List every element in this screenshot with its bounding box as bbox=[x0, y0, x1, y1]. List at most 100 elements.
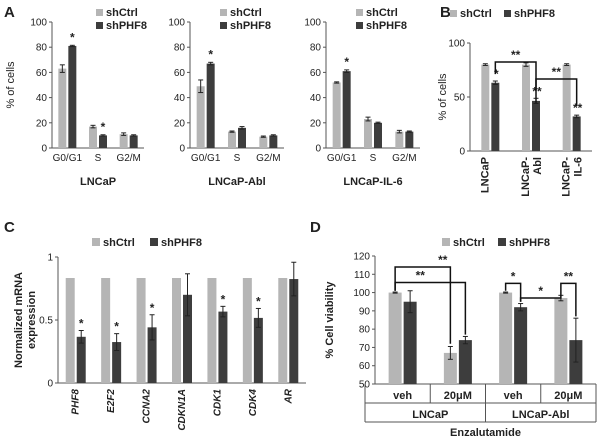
y-tick-label: 0 bbox=[459, 147, 465, 158]
bar-shctrl bbox=[332, 82, 341, 148]
x-tick-label: G2/M bbox=[116, 153, 140, 164]
bar-shctrl bbox=[364, 119, 372, 148]
bracket-abl-veh-label: * bbox=[511, 269, 516, 283]
bar-shctrl bbox=[259, 136, 268, 148]
x-tick-label-line: LNCaP- bbox=[520, 157, 532, 197]
y-tick-label: 60 bbox=[36, 68, 48, 79]
significance-star: * bbox=[256, 294, 261, 308]
bracket-ctrl-veh-phf8-20 bbox=[394, 281, 467, 335]
significance-star: * bbox=[114, 320, 119, 334]
y-tick-label: 80 bbox=[174, 43, 186, 54]
bar-shctrl bbox=[554, 298, 568, 384]
bar-shctrl bbox=[395, 131, 404, 148]
legend-label-shctrl: shCtrl bbox=[453, 237, 485, 249]
bracket-abl-20 bbox=[560, 282, 577, 317]
y-tick-label: 20 bbox=[36, 118, 48, 129]
legend-label-shctrl: shCtrl bbox=[103, 237, 135, 249]
legend-label-shctrl: shCtrl bbox=[366, 7, 398, 19]
significance-star: ** bbox=[532, 84, 542, 98]
bracket-ctrl-veh-20 bbox=[394, 266, 452, 344]
legend-swatch-shctrl bbox=[220, 9, 227, 16]
bar-shctrl bbox=[89, 126, 97, 148]
x-tick-label: S bbox=[234, 153, 241, 164]
x-tick-label-line: IL-6 bbox=[573, 157, 585, 177]
legend-swatch-shctrl bbox=[92, 238, 100, 246]
significance-star: * bbox=[79, 317, 84, 331]
x-tick-label: G2/M bbox=[392, 153, 416, 164]
bracket-1-label: ** bbox=[511, 48, 521, 62]
significance-star: * bbox=[494, 67, 499, 81]
x-axis-label: Enzalutamide bbox=[450, 427, 521, 439]
panel-letter-a: A bbox=[4, 4, 15, 21]
y-tick-label: 60 bbox=[174, 68, 186, 79]
bar-shphf8 bbox=[129, 135, 138, 148]
chart-a-lncap-il6: 0 20 40 60 80 100 G0/G1 S G2/M * LNCaP-IL-6 shCtrls… bbox=[304, 7, 420, 188]
gene-label: CCNA2 bbox=[142, 389, 153, 424]
bar-shctrl bbox=[172, 278, 181, 383]
panel-letter-d: D bbox=[310, 219, 321, 236]
y-tick-label: 40 bbox=[310, 93, 322, 104]
bar-shctrl bbox=[58, 68, 67, 148]
y-tick-label: 0 bbox=[315, 144, 321, 155]
bar-shctrl bbox=[196, 86, 205, 148]
significance-star: * bbox=[101, 120, 106, 134]
bracket-abl-phf8-label: * bbox=[538, 284, 543, 298]
bar-shctrl bbox=[481, 64, 490, 151]
x-tick-label: 20μM bbox=[444, 390, 472, 402]
bar-shphf8 bbox=[405, 131, 414, 148]
bar-shctrl bbox=[388, 292, 402, 384]
significance-star: * bbox=[344, 55, 349, 69]
bracket-abl-phf8 bbox=[519, 293, 562, 302]
y-tick-label: 80 bbox=[36, 43, 48, 54]
y-axis-label-line: expression bbox=[26, 291, 38, 349]
y-axis-label-line: Normalized mRNA bbox=[13, 272, 25, 368]
bar-shctrl bbox=[278, 278, 288, 383]
bar-shphf8 bbox=[532, 100, 540, 151]
x-tick-label: G0/G1 bbox=[191, 153, 221, 164]
legend-label-shphf8: shPHF8 bbox=[106, 20, 147, 32]
bar-shctrl bbox=[562, 64, 571, 151]
chart-a-lncap-abl: 0 20 40 60 80 100 G0/G1 S G2/M * LNCaP-Abl shCtrlsh… bbox=[168, 7, 284, 188]
bar-shphf8 bbox=[342, 71, 351, 148]
bar-shctrl bbox=[228, 131, 236, 148]
x-axis-label: LNCaP-Abl bbox=[208, 176, 265, 188]
legend-swatch-shctrl bbox=[96, 9, 103, 16]
bracket-2-label: ** bbox=[552, 65, 562, 79]
y-tick-label: 50 bbox=[454, 93, 466, 104]
y-tick-label: 120 bbox=[353, 252, 370, 263]
x-tick-label: G0/G1 bbox=[53, 153, 83, 164]
x-tick-label: LNCaP-Abl bbox=[520, 157, 544, 197]
bar-shphf8 bbox=[491, 82, 500, 151]
legend-label-shctrl: shCtrl bbox=[230, 7, 262, 19]
y-tick-label: 100 bbox=[30, 18, 47, 29]
group-label: LNCaP-Abl bbox=[512, 409, 569, 421]
legend-label-shctrl: shCtrl bbox=[106, 7, 138, 19]
bar-shphf8 bbox=[99, 135, 107, 148]
bar-shphf8 bbox=[218, 311, 228, 383]
bracket-abl-20-label: ** bbox=[564, 269, 574, 283]
y-tick-label: 100 bbox=[448, 39, 465, 50]
x-tick-label: S bbox=[95, 153, 102, 164]
gene-label: CDK4 bbox=[248, 389, 259, 417]
x-tick-label: G2/M bbox=[256, 153, 280, 164]
bar-shphf8 bbox=[238, 127, 246, 148]
y-tick-label: 1 bbox=[47, 253, 53, 264]
bar-shphf8 bbox=[112, 342, 122, 383]
y-axis-label: % of cells bbox=[5, 61, 17, 109]
gene-label: CDK1 bbox=[212, 389, 223, 417]
bar-shctrl bbox=[136, 278, 146, 383]
legend-label-shphf8: shPHF8 bbox=[230, 20, 271, 32]
chart-a-lncap: 0 20 40 60 80 100 G0/G1 S G2/M * * LNCaP % of cells s… bbox=[5, 7, 147, 188]
x-axis-label: LNCaP-IL-6 bbox=[343, 176, 402, 188]
bar-shphf8 bbox=[572, 116, 581, 151]
bracket-ctrl-veh-20-label: ** bbox=[438, 253, 448, 267]
significance-star: * bbox=[150, 301, 155, 315]
bar-shphf8 bbox=[514, 307, 528, 384]
y-tick-label: 80 bbox=[359, 325, 371, 336]
y-tick-label: 100 bbox=[353, 288, 370, 299]
y-tick-label: 60 bbox=[359, 361, 371, 372]
panel-letter-b: B bbox=[440, 4, 451, 21]
